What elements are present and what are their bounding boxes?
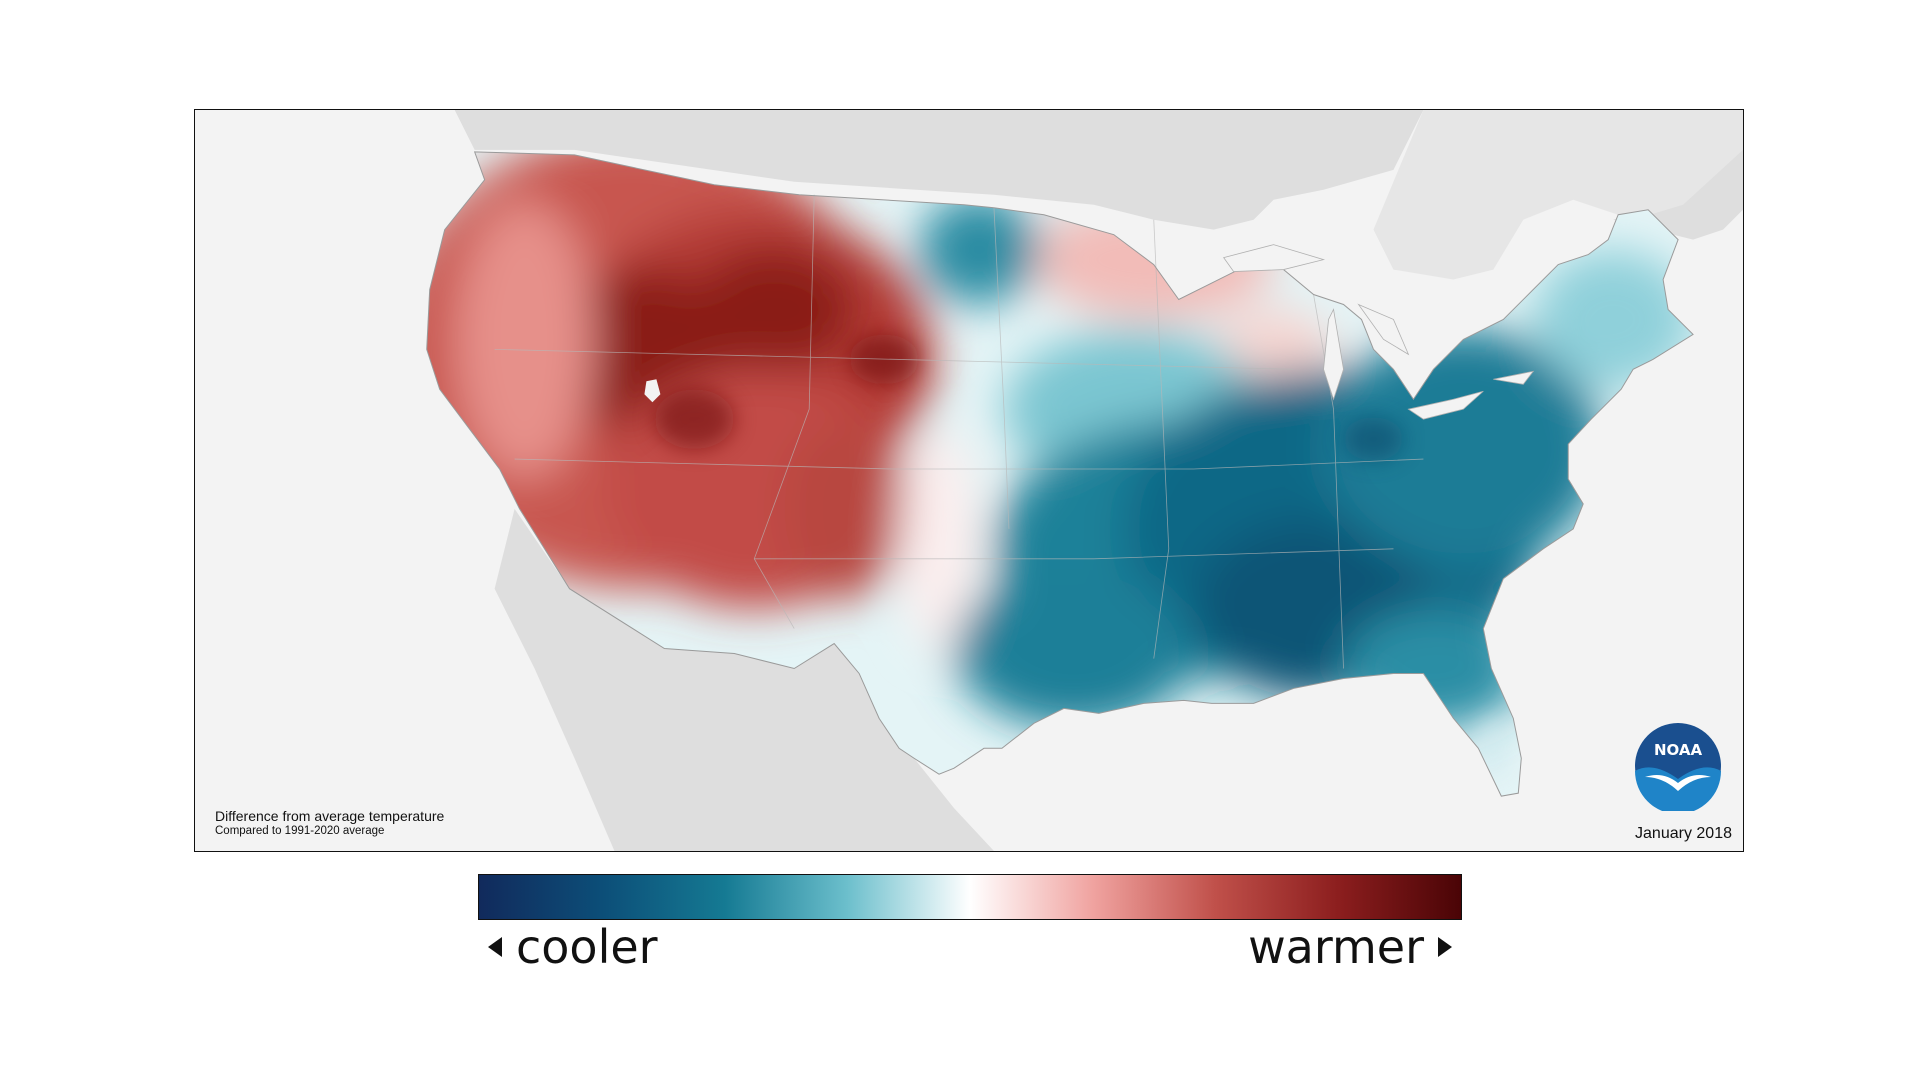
caption-title: Difference from average temperature bbox=[215, 808, 445, 825]
legend-low-label: cooler bbox=[516, 920, 658, 974]
state-boundaries bbox=[494, 194, 1424, 669]
map-caption: Difference from average temperature Comp… bbox=[215, 808, 444, 839]
noaa-logo: NOAA bbox=[1635, 723, 1721, 811]
temperature-anomaly-map bbox=[426, 110, 1743, 851]
legend-high-label: warmer bbox=[1248, 920, 1424, 974]
legend-gradient-bar bbox=[479, 875, 1461, 919]
caption-subtitle: Compared to 1991-2020 average bbox=[215, 825, 385, 838]
right-arrow-icon bbox=[1438, 937, 1452, 957]
left-arrow-icon bbox=[488, 937, 502, 957]
color-legend bbox=[478, 874, 1462, 920]
great-salt-lake bbox=[644, 379, 661, 403]
great-lakes bbox=[1223, 244, 1535, 420]
legend-high: warmer bbox=[1248, 918, 1452, 976]
noaa-logo-text: NOAA bbox=[1654, 741, 1703, 759]
surrounding-land bbox=[444, 110, 1743, 851]
map-panel: NOAA Difference from average temperature… bbox=[194, 109, 1744, 852]
us-outline bbox=[426, 151, 1694, 797]
legend-low: cooler bbox=[488, 918, 658, 976]
date-label: January 2018 bbox=[1635, 825, 1732, 842]
